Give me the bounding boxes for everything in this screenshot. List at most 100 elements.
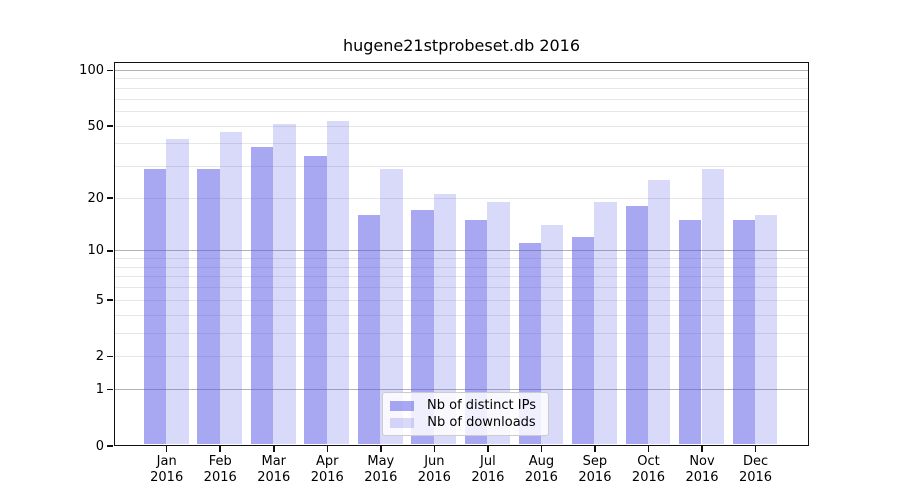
y-tick xyxy=(107,299,113,301)
gridline-major xyxy=(115,250,808,252)
legend-swatch-downloads xyxy=(390,417,414,428)
x-tick-month: Dec xyxy=(742,454,769,469)
x-tick-month: May xyxy=(367,454,395,469)
x-tick-year: 2016 xyxy=(310,470,344,485)
y-tick xyxy=(107,445,113,447)
gridline-minor xyxy=(115,287,808,289)
legend-label-distinct-ips: Nb of distinct IPs xyxy=(427,398,536,413)
x-tick-year: 2016 xyxy=(524,470,558,485)
y-tick xyxy=(107,388,113,391)
x-tick-label: Jul 2016 xyxy=(456,454,520,486)
x-tick-label: May 2016 xyxy=(349,454,413,486)
x-tick-year: 2016 xyxy=(417,470,451,485)
x-tick-month: Oct xyxy=(637,454,660,469)
y-tick xyxy=(107,69,113,72)
bar-downloads-may xyxy=(380,168,403,444)
x-tick-label: Sep 2016 xyxy=(563,454,627,486)
y-tick xyxy=(107,125,113,127)
legend-label-downloads: Nb of downloads xyxy=(427,415,536,430)
x-tick-year: 2016 xyxy=(578,470,612,485)
bar-downloads-oct xyxy=(647,180,671,444)
bar-downloads-nov xyxy=(701,168,724,444)
x-tick-month: Sep xyxy=(582,454,608,469)
x-tick xyxy=(540,446,543,452)
bar-distinct-ips-dec xyxy=(732,219,756,444)
x-tick-month: Apr xyxy=(316,454,339,469)
bar-distinct-ips-oct xyxy=(625,205,648,444)
x-tick-year: 2016 xyxy=(150,470,184,485)
bar-distinct-ips-apr xyxy=(304,156,327,444)
x-tick xyxy=(165,446,168,452)
x-tick-label: Jan 2016 xyxy=(135,454,199,486)
chart-title: hugene21stprobeset.db 2016 xyxy=(342,36,581,55)
bar-downloads-dec xyxy=(755,214,778,444)
x-tick-label: Apr 2016 xyxy=(295,454,359,486)
gridline-minor xyxy=(115,110,808,112)
x-tick-month: Jun xyxy=(424,454,445,469)
bar-distinct-ips-jan xyxy=(143,168,167,444)
x-tick xyxy=(701,446,703,452)
y-tick-label: 50 xyxy=(87,118,104,134)
x-tick-year: 2016 xyxy=(471,470,505,485)
bar-distinct-ips-jul xyxy=(464,219,488,444)
gridline-minor xyxy=(115,125,808,127)
y-tick xyxy=(107,355,113,358)
bar-downloads-sep xyxy=(594,201,617,444)
gridline-minor xyxy=(115,266,808,268)
x-tick xyxy=(487,446,489,452)
y-tick-label: 10 xyxy=(87,243,104,259)
x-tick-label: Jun 2016 xyxy=(402,454,466,486)
x-tick-month: Mar xyxy=(261,454,287,469)
x-tick xyxy=(380,446,382,452)
y-tick-label: 20 xyxy=(87,190,104,206)
bar-distinct-ips-jun xyxy=(411,210,434,444)
gridline-minor xyxy=(115,143,808,145)
x-tick xyxy=(219,446,221,452)
gridline-minor xyxy=(115,299,808,301)
gridline-minor xyxy=(115,197,808,199)
bar-distinct-ips-sep xyxy=(572,236,595,444)
x-tick-month: Feb xyxy=(208,454,232,469)
y-tick-label: 0 xyxy=(95,438,104,454)
bar-downloads-feb xyxy=(219,132,243,444)
x-tick-label: Feb 2016 xyxy=(188,454,252,486)
y-tick xyxy=(107,197,113,199)
x-tick-month: Jul xyxy=(480,454,496,469)
gridline-minor xyxy=(115,258,808,260)
x-tick xyxy=(326,446,329,452)
bar-downloads-mar xyxy=(273,123,296,444)
bar-distinct-ips-feb xyxy=(197,168,220,444)
legend: Nb of distinct IPs Nb of downloads xyxy=(382,392,549,436)
bar-distinct-ips-mar xyxy=(250,147,274,444)
x-tick-year: 2016 xyxy=(257,470,291,485)
bar-downloads-jan xyxy=(166,139,189,444)
bar-downloads-jul xyxy=(487,201,510,444)
x-tick-label: Aug 2016 xyxy=(509,454,573,486)
x-tick-year: 2016 xyxy=(685,470,719,485)
y-tick xyxy=(107,250,113,252)
x-tick-year: 2016 xyxy=(631,470,666,485)
x-tick-label: Nov 2016 xyxy=(670,454,734,486)
x-tick-month: Jan xyxy=(156,454,177,469)
x-tick-month: Aug xyxy=(528,454,555,469)
gridline-major xyxy=(115,69,808,71)
x-tick-label: Dec 2016 xyxy=(724,454,788,486)
legend-entry-downloads: Nb of downloads xyxy=(390,415,540,430)
gridline-minor xyxy=(115,87,808,89)
y-tick-label: 2 xyxy=(95,349,104,365)
gridline-minor xyxy=(115,276,808,278)
bar-distinct-ips-may xyxy=(357,214,381,444)
bar-downloads-jun xyxy=(433,193,457,444)
x-tick-year: 2016 xyxy=(203,470,237,485)
x-tick-label: Oct 2016 xyxy=(616,454,680,486)
x-tick-year: 2016 xyxy=(738,470,773,485)
y-tick-label: 100 xyxy=(79,62,104,78)
y-tick-label: 5 xyxy=(95,292,104,308)
legend-swatch-distinct-ips xyxy=(390,400,414,411)
x-tick xyxy=(273,446,275,452)
bar-downloads-aug xyxy=(540,225,564,444)
gridline-minor xyxy=(115,314,808,316)
x-tick xyxy=(594,446,596,452)
x-tick xyxy=(647,446,650,452)
